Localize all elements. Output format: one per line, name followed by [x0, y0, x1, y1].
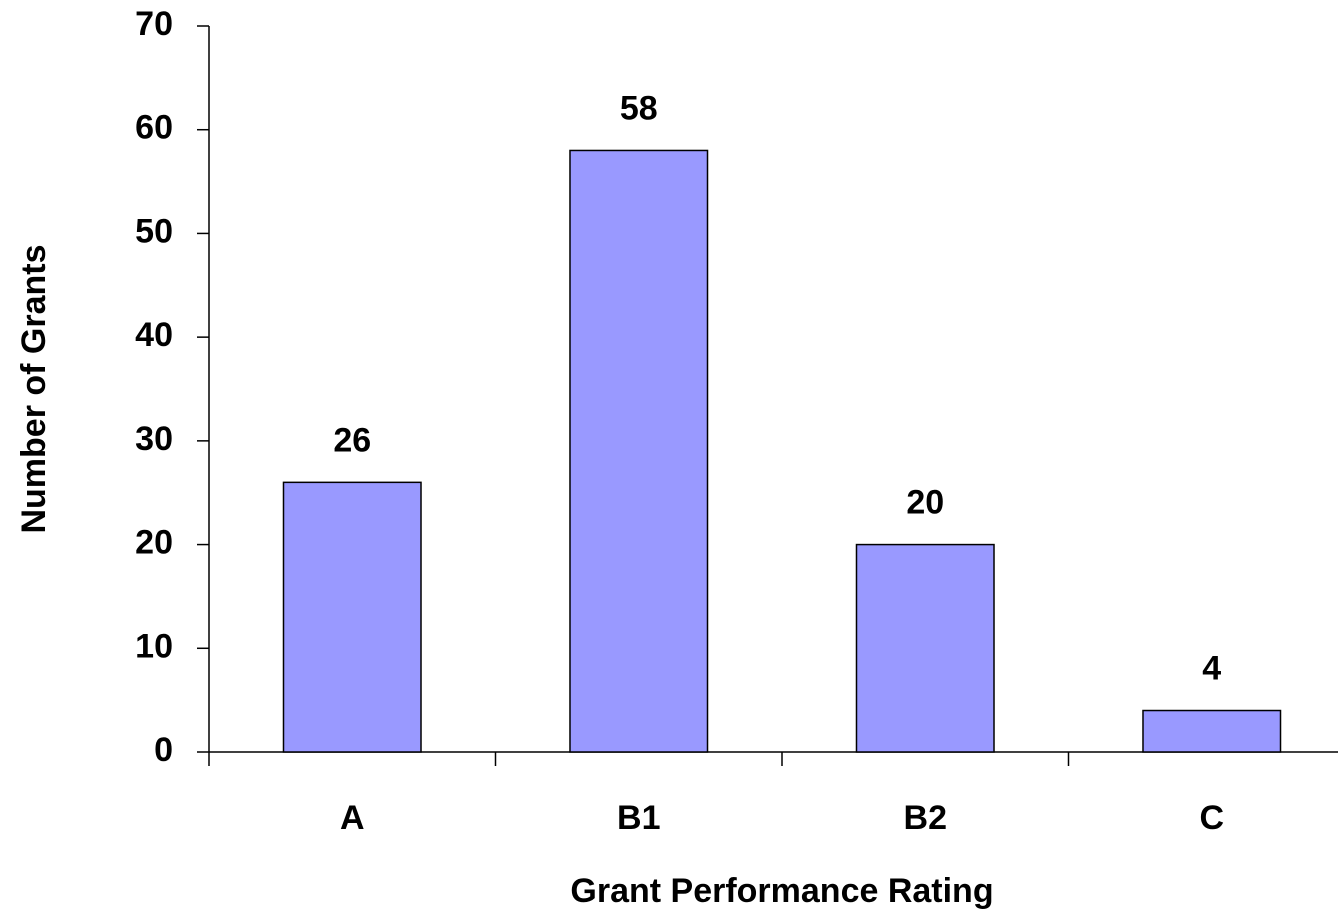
bar: [569, 149, 709, 753]
bar: [855, 543, 995, 753]
x-tick-label: A: [340, 799, 365, 837]
data-label: 20: [906, 484, 944, 522]
data-label: 4: [1202, 649, 1221, 687]
data-label: 26: [333, 421, 371, 459]
y-tick-label: 50: [135, 212, 173, 250]
y-tick-label: 20: [135, 524, 173, 562]
x-axis-title: Grant Performance Rating: [570, 872, 993, 910]
y-tick-label: 30: [135, 420, 173, 458]
y-tick-label: 60: [135, 109, 173, 147]
y-tick-label: 0: [154, 731, 173, 769]
y-tick-label: 70: [135, 5, 173, 43]
bar: [282, 481, 422, 753]
x-tick-label: C: [1199, 799, 1224, 837]
bar: [1142, 709, 1282, 753]
y-tick-label: 40: [135, 316, 173, 354]
data-label: 58: [620, 89, 658, 127]
y-axis-title: Number of Grants: [15, 244, 53, 533]
y-tick-label: 10: [135, 627, 173, 665]
x-tick-label: B1: [617, 799, 660, 837]
x-tick-label: B2: [904, 799, 947, 837]
